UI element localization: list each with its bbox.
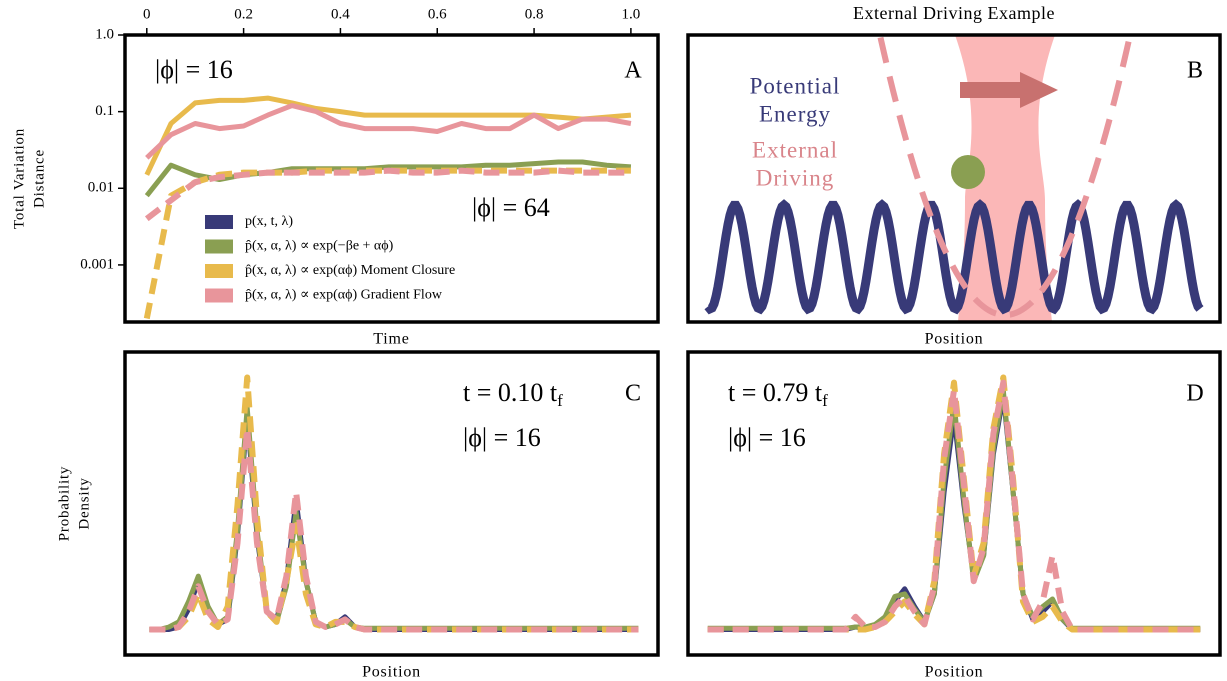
annotation: t = 0.10 tf xyxy=(463,378,563,410)
arrow-head xyxy=(1020,72,1058,108)
schematic xyxy=(704,35,1204,322)
panel-frame xyxy=(123,33,660,324)
x-tick-label: 1.0 xyxy=(622,6,641,22)
particle xyxy=(951,155,985,189)
data-line xyxy=(707,379,1201,633)
annotation: |ϕ| = 16 xyxy=(463,423,541,452)
panel-title: External Driving Example xyxy=(853,3,1055,23)
panel-frame xyxy=(123,350,660,657)
driving-potential xyxy=(876,35,1134,319)
x-tick-label: 0.6 xyxy=(428,6,447,22)
annotation: |ϕ| = 64 xyxy=(472,193,550,222)
panel: Position Probability Density t = 0.10 tf |ϕ|… xyxy=(56,350,660,681)
y-tick-label: 0.001 xyxy=(80,256,114,272)
panel-letter: D xyxy=(1186,381,1203,407)
schematic-label: Driving xyxy=(756,165,835,190)
legend-label: p(x, t, λ) xyxy=(245,214,293,229)
y-axis-label: Distance xyxy=(31,149,47,208)
x-axis-label: Position xyxy=(925,664,984,681)
lines xyxy=(143,95,632,320)
schematic-label: External xyxy=(752,137,838,162)
annotation-subscript: f xyxy=(822,391,828,410)
panel: Time Total Variation Distance 0 0.2 0.4 0.6 0.8… xyxy=(11,6,660,348)
data-line xyxy=(144,159,632,198)
data-line xyxy=(149,405,639,632)
legend-swatch xyxy=(205,239,233,254)
panel: External Driving Example Position Potentia… xyxy=(686,3,1222,348)
schematic-label: Energy xyxy=(759,101,831,126)
panel-letter: C xyxy=(625,381,641,407)
panel-frame xyxy=(686,350,1222,657)
annotation-text: |ϕ| = 16 xyxy=(463,423,541,452)
legend-swatch xyxy=(205,264,233,278)
lines xyxy=(149,374,639,633)
lines xyxy=(707,374,1201,633)
annotation: |ϕ| = 16 xyxy=(155,55,233,84)
x-tick-label: 0.4 xyxy=(331,6,350,22)
y-tick-label: 0.1 xyxy=(95,103,114,119)
driving-band xyxy=(955,35,1055,322)
annotation-text: |ϕ| = 16 xyxy=(728,423,806,452)
schematic-label: Potential xyxy=(750,73,841,98)
legend-swatch xyxy=(205,288,233,303)
y-tick-label: 1.0 xyxy=(95,26,114,42)
legend-swatch xyxy=(205,215,233,229)
panel-letter: A xyxy=(624,58,642,84)
data-line xyxy=(143,167,631,320)
data-line xyxy=(149,413,639,632)
data-line xyxy=(149,425,639,633)
y-axis-label: Density xyxy=(76,477,92,529)
x-tick-label: 0.2 xyxy=(234,6,253,22)
annotation-text: |ϕ| = 16 xyxy=(155,55,233,84)
annotation-subscript: f xyxy=(557,391,563,410)
potential-curve xyxy=(704,199,1204,315)
y-tick-label: 0.01 xyxy=(88,180,114,196)
annotation-text: t = 0.79 t xyxy=(728,378,823,407)
x-tick-label: 0.8 xyxy=(525,6,544,22)
arrow-shaft xyxy=(960,82,1022,98)
legend-label: p̂(x, α, λ) ∝ exp(αϕ) Gradient Flow xyxy=(245,288,443,303)
x-axis-label: Time xyxy=(373,331,409,348)
x-tick-label: 0 xyxy=(143,6,151,22)
annotation-text: |ϕ| = 64 xyxy=(472,193,550,222)
legend-label: p̂(x, α, λ) ∝ exp(αϕ) Moment Closure xyxy=(245,263,455,278)
panel-frame xyxy=(686,33,1222,324)
annotation-text: t = 0.10 t xyxy=(463,378,558,407)
data-line xyxy=(145,103,632,160)
data-line xyxy=(144,167,631,222)
annotation: |ϕ| = 16 xyxy=(728,423,806,452)
x-axis-label: Position xyxy=(925,331,984,348)
y-axis-label: Total Variation xyxy=(11,128,27,229)
annotation: t = 0.79 tf xyxy=(728,378,828,410)
y-axis-label: Probability xyxy=(56,466,72,541)
legend-label: p̂(x, α, λ) ∝ exp(−βe + αϕ) xyxy=(245,239,394,254)
data-line xyxy=(149,374,639,633)
data-line xyxy=(144,95,632,176)
x-axis-label: Position xyxy=(362,664,421,681)
panel-letter: B xyxy=(1187,58,1203,84)
panel: Position t = 0.79 tf |ϕ| = 16 D xyxy=(686,350,1222,681)
